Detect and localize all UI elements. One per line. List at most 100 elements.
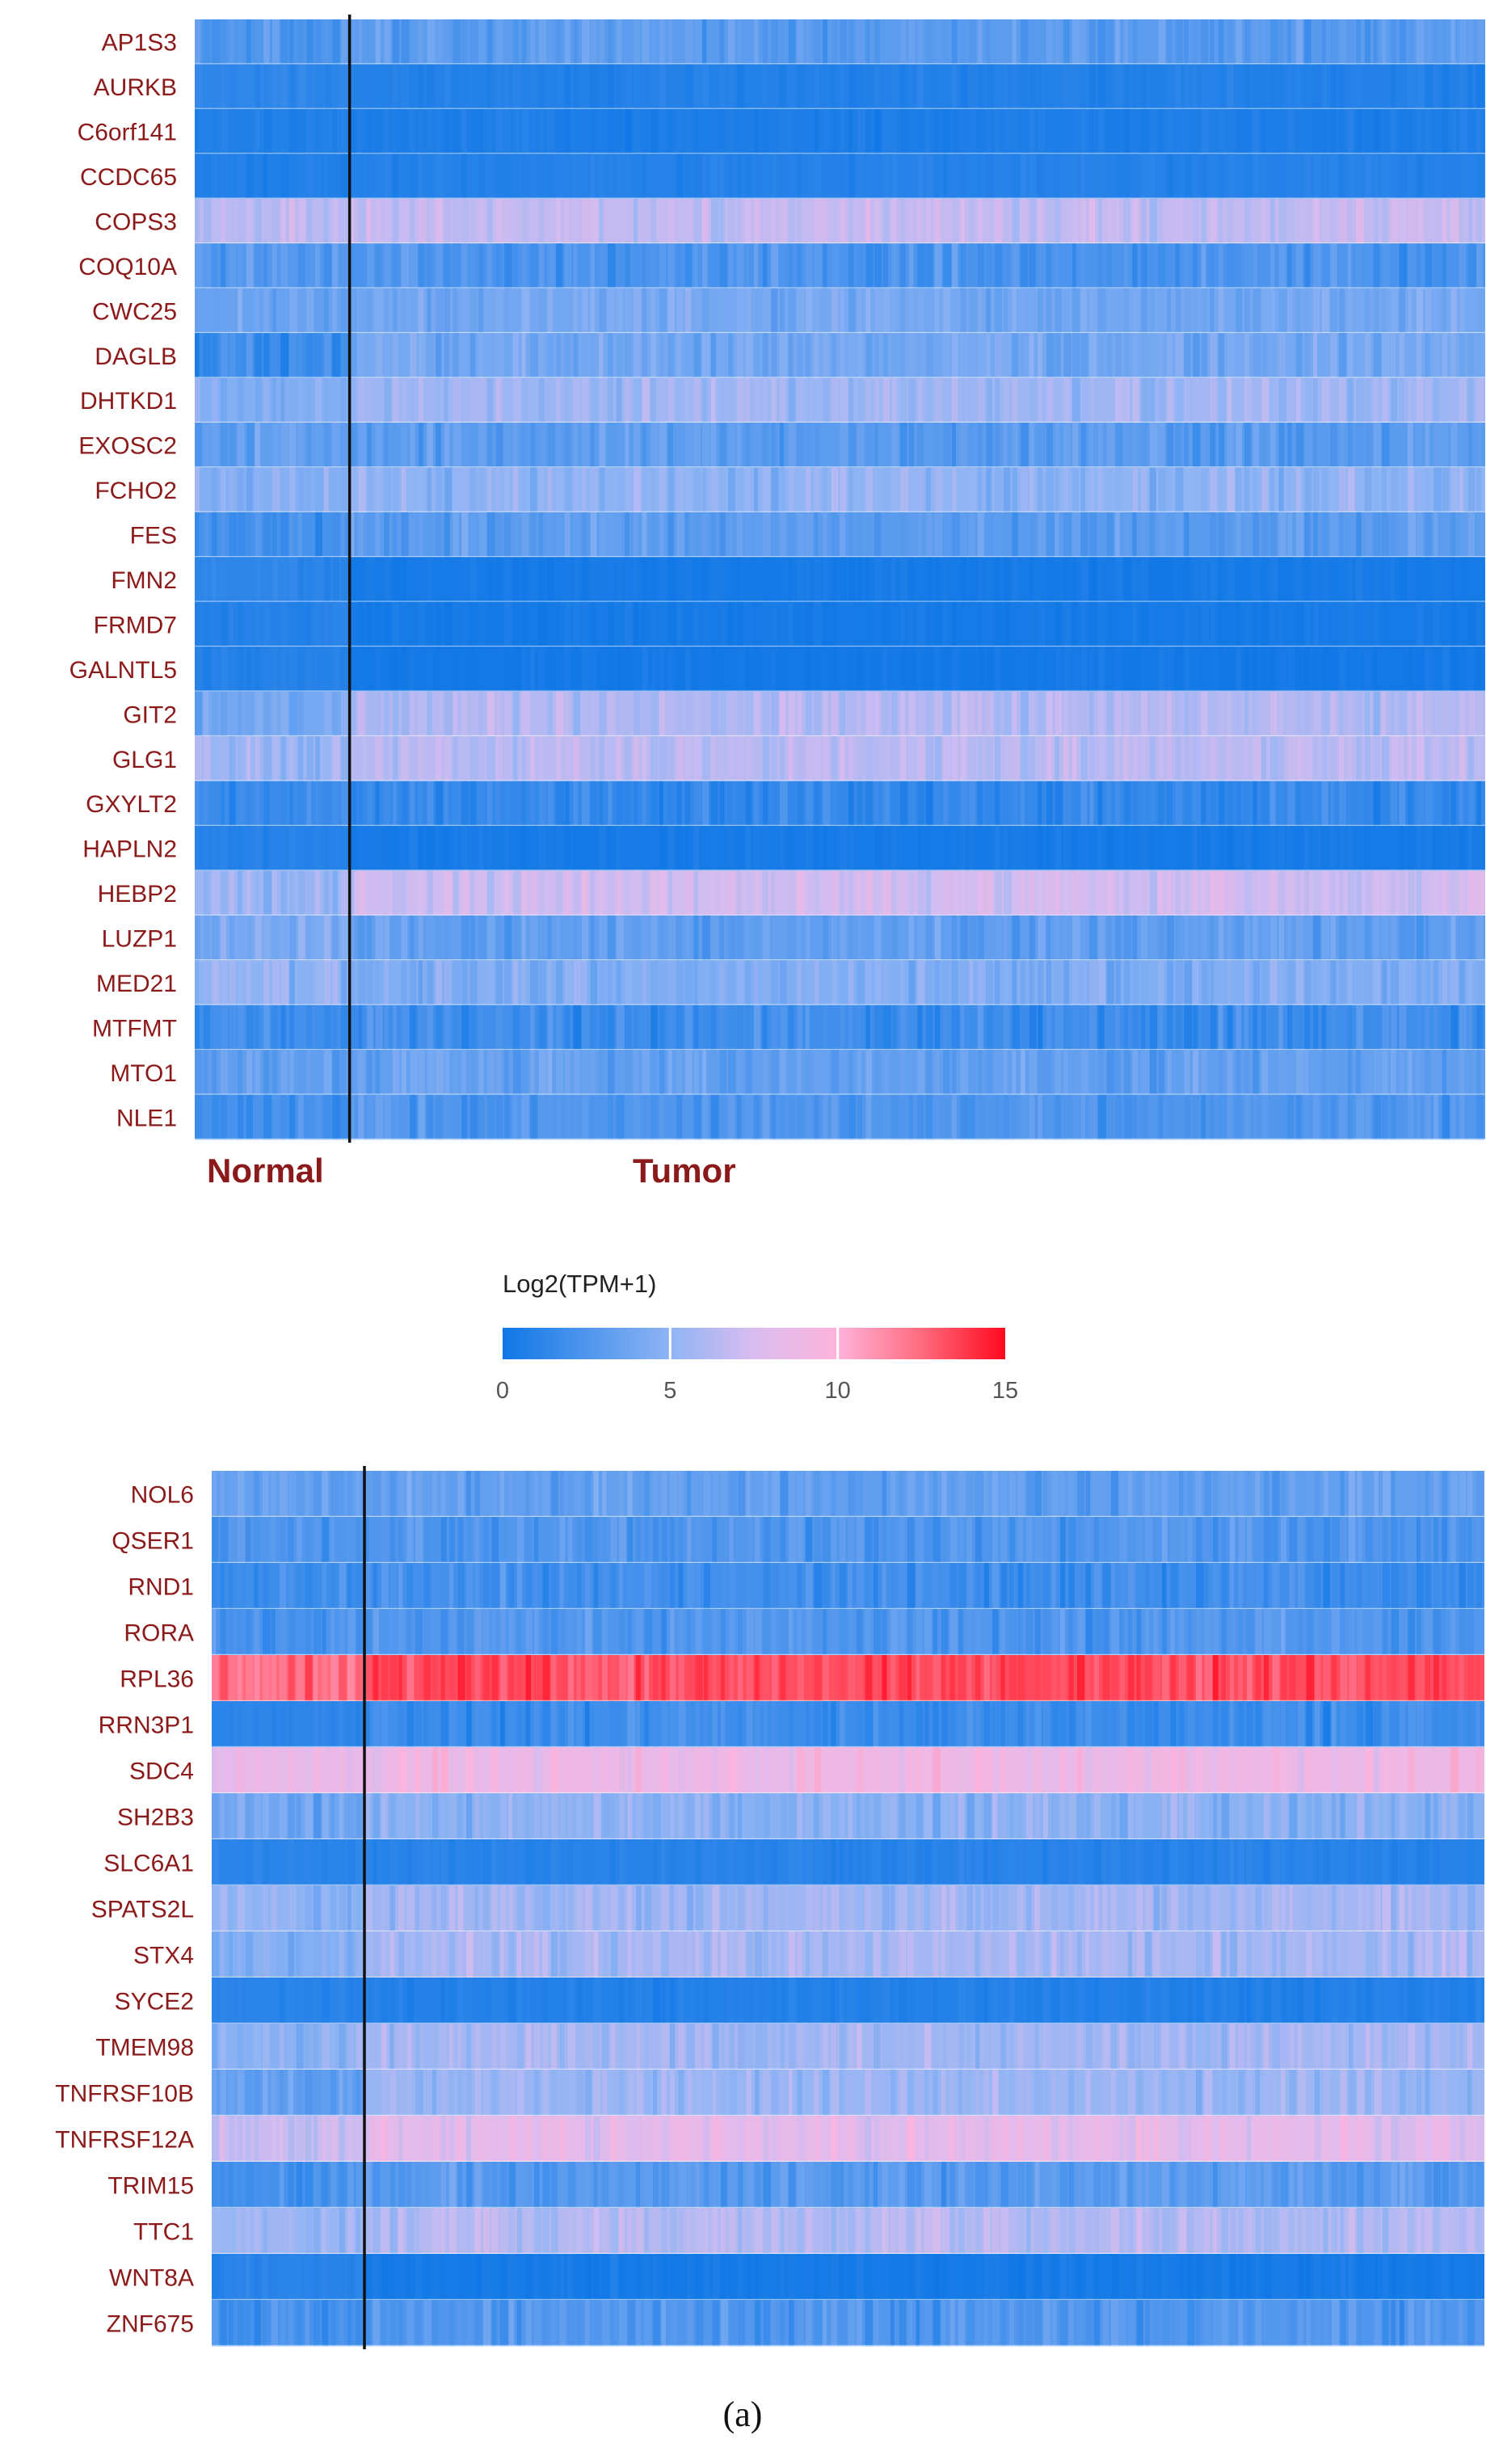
sample-cell [662, 1747, 670, 1793]
sample-cell [1196, 1609, 1201, 1655]
sample-cell [585, 1701, 589, 1747]
sample-cell [1072, 378, 1080, 423]
sample-cell [1315, 1517, 1323, 1563]
sample-cell [1468, 692, 1475, 737]
sample-cell [780, 109, 788, 154]
sample-cell [1400, 1701, 1406, 1747]
sample-cell [789, 467, 795, 512]
sample-cell [602, 1747, 607, 1793]
sample-cell [530, 467, 537, 512]
sample-cell [1236, 1050, 1240, 1095]
sample-cell [806, 333, 810, 378]
sample-cell [1154, 1747, 1160, 1793]
sample-cell [1450, 467, 1458, 512]
sample-cell [1150, 333, 1155, 378]
sample-cell [642, 467, 646, 512]
sample-cell [1012, 19, 1017, 65]
sample-cell [1459, 1701, 1463, 1747]
sample-cell [453, 64, 459, 109]
sample-cell [1244, 378, 1252, 423]
sample-cell [526, 1609, 533, 1655]
sample-cell [865, 870, 872, 916]
sample-cell [952, 154, 960, 199]
sample-cell [1222, 1701, 1228, 1747]
sample-cell [815, 1563, 823, 1609]
sample-cell [483, 1609, 490, 1655]
sample-cell [1287, 1050, 1293, 1095]
sample-cell [1202, 1005, 1209, 1051]
sample-cell [995, 960, 1000, 1005]
sample-cell [341, 333, 348, 378]
sample-cell [1348, 1005, 1353, 1051]
sample-cell [263, 1517, 269, 1563]
sample-cell [1193, 378, 1200, 423]
sample-cell [1236, 64, 1242, 109]
sample-cell [602, 1471, 606, 1517]
sample-cell [263, 1793, 269, 1839]
sample-cell [1046, 692, 1053, 737]
sample-cell [1417, 557, 1423, 602]
sample-cell [306, 423, 311, 468]
sample-cell [1468, 378, 1474, 423]
sample-cell [591, 1050, 596, 1095]
sample-cell [458, 1701, 464, 1747]
sample-cell [1408, 109, 1413, 154]
sample-cell [625, 647, 630, 692]
sample-cell [1348, 423, 1352, 468]
sample-cell [857, 1747, 864, 1793]
sample-cell [1115, 109, 1119, 154]
sample-cell [943, 243, 951, 289]
sample-cell [398, 1701, 403, 1747]
sample-cell [1124, 64, 1130, 109]
sample-cell [1171, 1563, 1179, 1609]
sample-cell [857, 199, 861, 244]
sample-cell [1417, 647, 1424, 692]
sample-cell [617, 736, 621, 781]
sample-cell [1383, 1747, 1389, 1793]
sample-cell [1167, 19, 1172, 65]
sample-cell [1425, 826, 1432, 871]
sample-cell [642, 154, 646, 199]
sample-cell [1270, 692, 1278, 737]
sample-cell [402, 916, 408, 961]
sample-cell [1417, 378, 1424, 423]
sample-cell [517, 1609, 521, 1655]
sample-cell [730, 1747, 737, 1793]
sample-cell [1304, 289, 1309, 334]
sample-cell [478, 1050, 483, 1095]
sample-cell [1141, 736, 1146, 781]
sample-cell [1227, 64, 1234, 109]
sample-cell [1400, 826, 1404, 871]
sample-cell [410, 1095, 416, 1140]
sample-cell [1417, 289, 1423, 334]
sample-cell [470, 64, 476, 109]
sample-cell [419, 960, 423, 1005]
sample-cell [1391, 647, 1396, 692]
sample-cell [1315, 1747, 1320, 1793]
sample-cell [1256, 1517, 1263, 1563]
sample-cell [1374, 781, 1381, 826]
sample-cell [1184, 960, 1192, 1005]
sample-cell [229, 467, 235, 512]
sample-cell [568, 1655, 574, 1701]
sample-cell [582, 1005, 590, 1051]
sample-cell [1081, 289, 1087, 334]
sample-cell [1086, 1747, 1092, 1793]
sample-cell [444, 333, 449, 378]
sample-cell [857, 870, 861, 916]
sample-cell [611, 1563, 617, 1609]
sample-cell [890, 1563, 895, 1609]
sample-cell [737, 289, 745, 334]
sample-cell [246, 1005, 254, 1051]
sample-cell [543, 1563, 549, 1609]
sample-cell [1001, 1517, 1008, 1563]
sample-cell [492, 1517, 499, 1563]
sample-cell [221, 289, 225, 334]
sample-cell [1018, 1563, 1024, 1609]
sample-cell [1009, 1701, 1015, 1747]
gene-label: FCHO2 [95, 478, 177, 504]
sample-cell [453, 1005, 458, 1051]
sample-cell [424, 1517, 432, 1563]
sample-cell [522, 692, 530, 737]
sample-cell [917, 826, 921, 871]
